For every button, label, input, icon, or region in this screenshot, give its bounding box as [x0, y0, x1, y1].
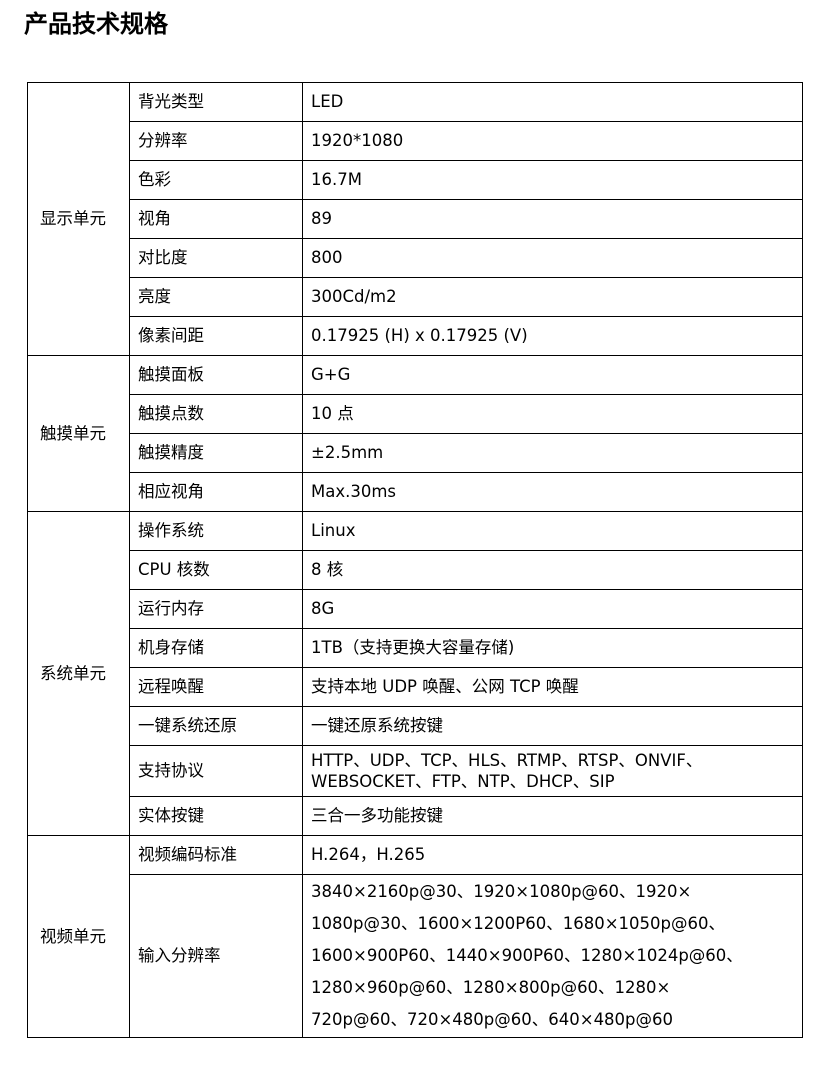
spec-label: 输入分辨率 [129, 874, 303, 1038]
table-row: 对比度 800 [28, 238, 803, 278]
spec-label: 分辨率 [129, 121, 303, 161]
spec-value: 支持本地 UDP 唤醒、公网 TCP 唤醒 [302, 667, 803, 707]
spec-label: 触摸点数 [129, 394, 303, 434]
table-row: 触摸单元 触摸面板 G+G [27, 355, 803, 512]
spec-value-line: 1280×960p@60、1280×800p@60、1280× [311, 978, 671, 997]
table-row: 相应视角 Max.30ms [28, 472, 803, 512]
table-row: 支持协议 HTTP、UDP、TCP、HLS、RTMP、RTSP、ONVIF、 WEB… [28, 745, 803, 797]
page-title: 产品技术规格 [24, 10, 168, 38]
spec-label: 相应视角 [129, 472, 303, 512]
spec-value-line: HTTP、UDP、TCP、HLS、RTMP、RTSP、ONVIF、 [311, 751, 703, 770]
spec-value: Linux [302, 511, 803, 551]
spec-label: 实体按键 [129, 796, 303, 836]
table-row: CPU 核数 8 核 [28, 550, 803, 590]
spec-value: G+G [302, 355, 803, 395]
spec-label: 像素间距 [129, 316, 303, 356]
table-row: 触摸点数 10 点 [28, 394, 803, 434]
table-row: 输入分辨率 3840×2160p@30、1920×1080p@60、1920× 10… [28, 874, 803, 1038]
spec-value: 3840×2160p@30、1920×1080p@60、1920× 1080p@3… [302, 874, 803, 1038]
spec-value: 一键还原系统按键 [302, 706, 803, 746]
table-row: 像素间距 0.17925 (H) x 0.17925 (V) [28, 316, 803, 356]
spec-label: 机身存储 [129, 628, 303, 668]
spec-value: 300Cd/m2 [302, 277, 803, 317]
spec-value: HTTP、UDP、TCP、HLS、RTMP、RTSP、ONVIF、 WEBSOCK… [302, 745, 803, 797]
spec-value-line: 1600×900P60、1440×900P60、1280×1024p@60、 [311, 946, 743, 965]
spec-value: 89 [302, 199, 803, 239]
group-name: 系统单元 [27, 511, 130, 836]
spec-value: 0.17925 (H) x 0.17925 (V) [302, 316, 803, 356]
spec-label: 支持协议 [129, 745, 303, 797]
spec-label: 对比度 [129, 238, 303, 278]
spec-label: 视角 [129, 199, 303, 239]
table-row: 实体按键 三合一多功能按键 [28, 796, 803, 836]
table-row: 系统单元 操作系统 Linux [27, 511, 803, 836]
table-row: 视角 89 [28, 199, 803, 239]
table-row: 视频单元 视频编码标准 H.264，H.265 [27, 835, 803, 1038]
group-name: 触摸单元 [27, 355, 130, 512]
table-row: 显示单元 背光类型 LED [27, 82, 803, 356]
spec-value: 三合一多功能按键 [302, 796, 803, 836]
table-row: 一键系统还原 一键还原系统按键 [28, 706, 803, 746]
spec-label: 远程唤醒 [129, 667, 303, 707]
group-name: 显示单元 [27, 82, 130, 356]
spec-value: 800 [302, 238, 803, 278]
spec-table: 显示单元 背光类型 LED 分辨率 1920*1080 色彩 16.7M 视角 89 对比度 800… [27, 82, 803, 1038]
table-row: 远程唤醒 支持本地 UDP 唤醒、公网 TCP 唤醒 [28, 667, 803, 707]
table-row: 亮度 300Cd/m2 [28, 277, 803, 317]
spec-value: 8G [302, 589, 803, 629]
spec-label: 色彩 [129, 160, 303, 200]
spec-label: 触摸精度 [129, 433, 303, 473]
table-row: 机身存储 1TB（支持更换大容量存储) [28, 628, 803, 668]
spec-value: 1920*1080 [302, 121, 803, 161]
spec-value: LED [302, 82, 803, 122]
spec-label: 一键系统还原 [129, 706, 303, 746]
spec-label: CPU 核数 [129, 550, 303, 590]
spec-value: 10 点 [302, 394, 803, 434]
spec-label: 背光类型 [129, 82, 303, 122]
table-row: 分辨率 1920*1080 [28, 121, 803, 161]
group-name: 视频单元 [27, 835, 130, 1038]
spec-value: H.264，H.265 [302, 835, 803, 875]
spec-value-line: 720p@60、720×480p@60、640×480p@60 [311, 1010, 674, 1029]
spec-label: 操作系统 [129, 511, 303, 551]
spec-value: 1TB（支持更换大容量存储) [302, 628, 803, 668]
spec-value: Max.30ms [302, 472, 803, 512]
table-row: 色彩 16.7M [28, 160, 803, 200]
spec-label: 运行内存 [129, 589, 303, 629]
spec-value: 16.7M [302, 160, 803, 200]
table-row: 运行内存 8G [28, 589, 803, 629]
spec-value: ±2.5mm [302, 433, 803, 473]
table-row: 触摸精度 ±2.5mm [28, 433, 803, 473]
spec-value-line: 1080p@30、1600×1200P60、1680×1050p@60、 [311, 914, 725, 933]
spec-value-line: 3840×2160p@30、1920×1080p@60、1920× [311, 882, 692, 901]
spec-value: 8 核 [302, 550, 803, 590]
spec-label: 触摸面板 [129, 355, 303, 395]
spec-label: 亮度 [129, 277, 303, 317]
spec-value-line: WEBSOCKET、FTP、NTP、DHCP、SIP [311, 772, 615, 791]
spec-label: 视频编码标准 [129, 835, 303, 875]
